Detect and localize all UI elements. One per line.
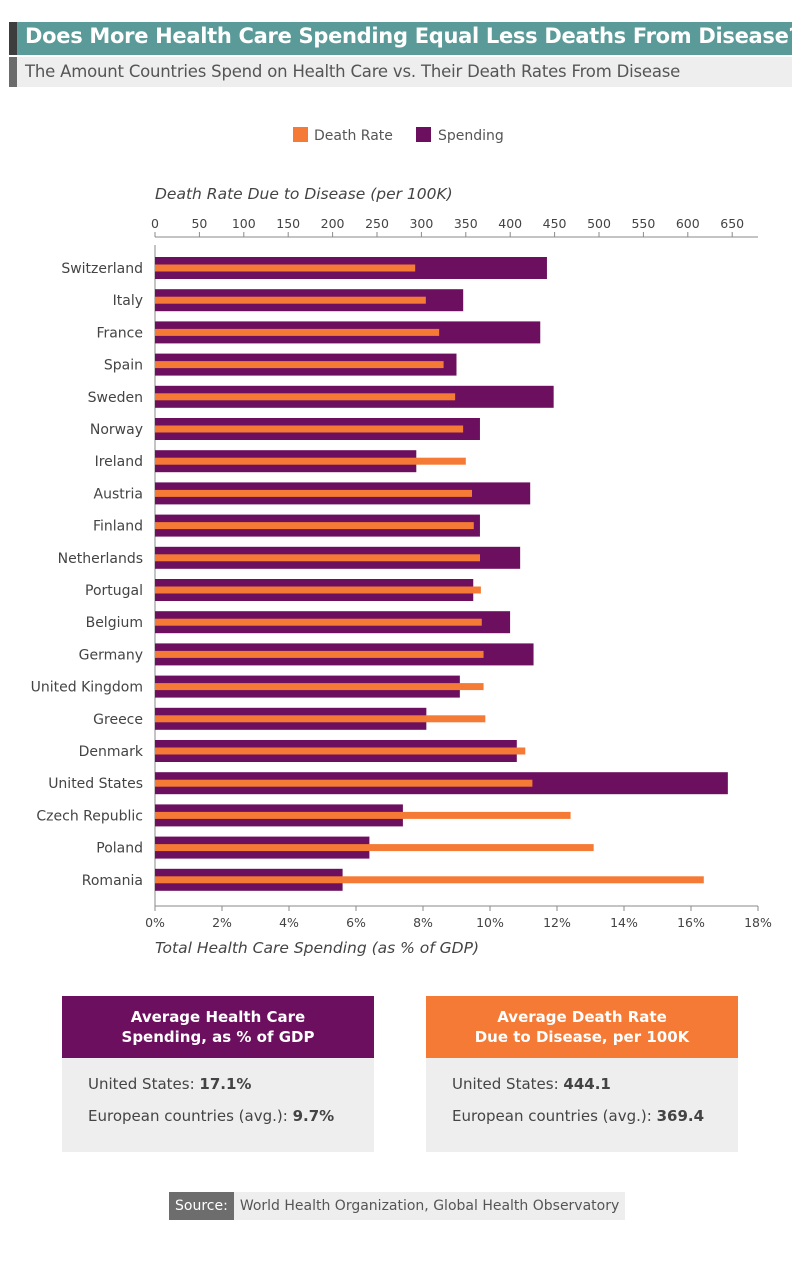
spending-eu-value: 9.7% (292, 1107, 335, 1125)
death-rate-bar (155, 393, 456, 401)
death-rate-bar (155, 650, 484, 658)
death-rate-summary-heading: Average Death Rate Due to Disease, per 10… (426, 996, 738, 1058)
death-rate-bar (155, 489, 473, 497)
spending-eu-row: European countries (avg.): 9.7% (88, 1107, 335, 1125)
source-text: World Health Organization, Global Health… (233, 1192, 626, 1220)
bottom-axis-tick-label: 14% (610, 915, 638, 930)
country-label: Finland (93, 519, 143, 535)
spending-us-row: United States: 17.1% (88, 1075, 252, 1093)
country-label: Greece (93, 712, 143, 728)
top-axis-tick-label: 300 (409, 216, 433, 231)
death-rate-bar (155, 844, 594, 852)
country-label: Italy (113, 293, 143, 309)
source-label: Source: (169, 1192, 234, 1220)
subtitle-bar: The Amount Countries Spend on Health Car… (9, 57, 792, 87)
top-axis-tick-label: 350 (454, 216, 478, 231)
top-axis-tick-label: 100 (232, 216, 256, 231)
top-axis-tick-label: 250 (365, 216, 389, 231)
country-label: Spain (104, 358, 143, 374)
death-rate-bar (155, 715, 486, 723)
death-rate-summary-body: United States: 444.1 European countries … (426, 1058, 738, 1152)
country-label: Switzerland (61, 261, 143, 277)
death-rate-bar (155, 747, 526, 755)
death-rate-bar (155, 586, 481, 594)
death-rate-bar (155, 522, 474, 530)
bottom-axis-tick-label: 10% (476, 915, 504, 930)
country-label: Ireland (95, 454, 143, 470)
spending-summary-card: Average Health Care Spending, as % of GDP… (62, 996, 374, 1152)
death-rate-bar (155, 618, 482, 626)
top-axis-tick-label: 500 (587, 216, 611, 231)
death-rate-bar (155, 779, 533, 787)
death-heading-line1: Average Death Rate (497, 1008, 667, 1026)
bottom-axis-tick-label: 8% (413, 915, 433, 930)
top-axis-tick-label: 650 (720, 216, 744, 231)
top-axis-tick-label: 150 (276, 216, 300, 231)
death-rate-bar (155, 554, 481, 562)
top-axis-tick-label: 450 (543, 216, 567, 231)
title-bar: Does More Health Care Spending Equal Les… (9, 22, 800, 55)
spending-us-value: 17.1% (199, 1075, 252, 1093)
bottom-axis-tick-label: 12% (543, 915, 571, 930)
bottom-axis-tick-label: 16% (677, 915, 705, 930)
country-label: United States (48, 776, 143, 792)
death-rate-bar (155, 296, 426, 304)
bottom-axis-tick-label: 6% (346, 915, 366, 930)
death-rate-summary-card: Average Death Rate Due to Disease, per 10… (426, 996, 738, 1152)
spending-heading-line1: Average Health Care (130, 1008, 306, 1026)
country-label: Belgium (86, 615, 143, 631)
death-rate-bar (155, 457, 466, 465)
death-rate-bar (155, 811, 571, 819)
top-axis-tick-label: 200 (321, 216, 345, 231)
subtitle-accent (9, 57, 17, 87)
bottom-axis-tick-label: 18% (744, 915, 772, 930)
death-rate-bar (155, 328, 440, 336)
legend-label-spending: Spending (438, 128, 504, 144)
country-label: Denmark (79, 744, 144, 760)
top-axis-tick-label: 0 (151, 216, 159, 231)
top-axis-tick-label: 600 (676, 216, 700, 231)
top-axis-tick-label: 550 (631, 216, 655, 231)
top-axis-tick-label: 400 (498, 216, 522, 231)
death-heading-line2: Due to Disease, per 100K (474, 1028, 690, 1046)
top-axis-tick-label: 50 (191, 216, 207, 231)
legend-swatch-death-rate (293, 127, 308, 142)
country-label: France (96, 325, 143, 341)
country-label: Romania (82, 873, 143, 889)
country-label: Portugal (85, 583, 143, 599)
death-eu-value: 369.4 (656, 1107, 705, 1125)
death-eu-row: European countries (avg.): 369.4 (452, 1107, 705, 1125)
bar-chart: Death Rate Spending Death Rate Due to Dise… (31, 127, 772, 957)
country-label: Poland (96, 841, 143, 857)
country-label: Norway (90, 422, 143, 438)
spending-summary-body: United States: 17.1% European countries … (62, 1058, 374, 1152)
page-title: Does More Health Care Spending Equal Les… (25, 24, 800, 48)
death-us-value: 444.1 (563, 1075, 611, 1093)
death-rate-bar (155, 683, 484, 691)
death-rate-bar (155, 361, 444, 369)
bottom-axis-tick-label: 0% (145, 915, 165, 930)
spending-heading-line2: Spending, as % of GDP (121, 1028, 315, 1046)
title-accent (9, 22, 17, 55)
country-label: Czech Republic (36, 808, 143, 824)
spending-summary-heading: Average Health Care Spending, as % of GDP (62, 996, 374, 1058)
bottom-axis-title: Total Health Care Spending (as % of GDP) (155, 939, 479, 957)
top-axis-title: Death Rate Due to Disease (per 100K) (155, 185, 453, 203)
legend-swatch-spending (416, 127, 431, 142)
death-rate-bar (155, 876, 704, 884)
country-label: Sweden (88, 390, 143, 406)
page-subtitle: The Amount Countries Spend on Health Car… (25, 62, 681, 81)
legend-label-death-rate: Death Rate (314, 128, 393, 144)
bottom-axis-tick-label: 2% (212, 915, 232, 930)
country-label: Austria (94, 486, 143, 502)
death-us-row: United States: 444.1 (452, 1075, 611, 1093)
country-label: United Kingdom (31, 680, 143, 696)
source-note: Source: World Health Organization, Globa… (169, 1192, 626, 1220)
bottom-axis-tick-label: 4% (279, 915, 299, 930)
death-rate-bar (155, 425, 464, 433)
country-label: Germany (79, 647, 143, 663)
death-rate-bar (155, 264, 416, 272)
country-label: Netherlands (58, 551, 143, 567)
